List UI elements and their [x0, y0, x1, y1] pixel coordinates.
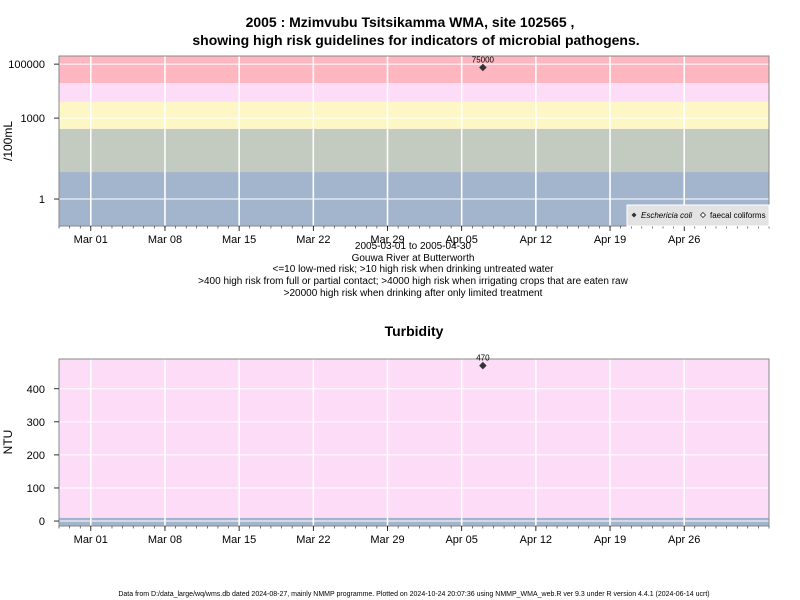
- note-risk-contact: >400 high risk from full or partial cont…: [198, 276, 628, 287]
- data-point-label: 470: [476, 354, 490, 363]
- x-tick-label: Mar 29: [370, 234, 404, 246]
- x-tick-label: Mar 22: [296, 234, 330, 246]
- x-tick-label: Mar 22: [296, 534, 330, 546]
- x-tick-label: Apr 26: [668, 234, 700, 246]
- microbial-x-axis: Mar 01 Mar 08 Mar 15 Mar 22 Mar 29 Apr 05 Apr …: [58, 226, 770, 246]
- x-tick-label: Apr 26: [668, 534, 700, 546]
- turbidity-gridlines: [59, 359, 769, 526]
- y-tick-label: 100: [27, 483, 45, 495]
- microbial-gridlines: [59, 56, 769, 226]
- microbial-notes: 2005-03-01 to 2005-04-30 Gouwa River at …: [198, 241, 628, 299]
- legend-ecoli-label: Eschericia coli: [641, 211, 692, 220]
- x-tick-label: Apr 12: [520, 534, 552, 546]
- x-tick-label: Mar 08: [148, 234, 182, 246]
- note-date-range: 2005-03-01 to 2005-04-30: [355, 241, 472, 252]
- turbidity-y-axis: 0 100 200 300 400: [27, 384, 59, 528]
- data-point-marker: [479, 361, 487, 370]
- y-tick-label: 200: [27, 450, 45, 462]
- risk-band-5: [59, 56, 769, 83]
- y-tick-label: 100000: [8, 59, 45, 71]
- legend-ecoli-marker: [631, 212, 637, 218]
- x-tick-label: Mar 01: [74, 234, 108, 246]
- y-tick-label: 300: [27, 417, 45, 429]
- y-tick-label: 400: [27, 384, 45, 396]
- y-tick-label: 1000: [21, 113, 45, 125]
- x-tick-label: Apr 19: [594, 234, 626, 246]
- microbial-y-axis: 100000 1000 1: [8, 59, 59, 206]
- microbial-legend: Eschericia coli faecal coliforms: [626, 204, 770, 227]
- x-tick-label: Mar 08: [148, 534, 182, 546]
- turbidity-x-axis: Mar 01 Mar 08 Mar 15 Mar 22 Mar 29 Apr 05 Apr …: [58, 526, 770, 546]
- x-tick-label: Apr 05: [445, 534, 477, 546]
- microbial-data-points: 75000: [472, 55, 495, 72]
- risk-band-4: [59, 82, 769, 102]
- y-tick-label: 1: [39, 194, 45, 206]
- risk-band-2: [59, 359, 769, 518]
- microbial-plot-frame: [58, 55, 770, 227]
- microbial-chart-title-line1: 2005 : Mzimvubu Tsitsikamma WMA, site 10…: [246, 14, 575, 30]
- x-tick-label: Mar 01: [74, 534, 108, 546]
- x-tick-label: Mar 15: [222, 234, 256, 246]
- risk-band-1: [59, 517, 769, 526]
- note-site-name: Gouwa River at Butterworth: [352, 253, 475, 264]
- x-tick-label: Apr 19: [594, 534, 626, 546]
- x-tick-label: Mar 29: [370, 534, 404, 546]
- turbidity-y-axis-label: NTU: [1, 430, 15, 455]
- data-point-label: 75000: [472, 55, 495, 64]
- microbial-y-axis-label: /100mL: [1, 121, 15, 161]
- legend-box: [626, 204, 770, 227]
- data-point-marker: [479, 63, 487, 72]
- risk-band-3: [59, 101, 769, 129]
- x-tick-label: Apr 12: [520, 234, 552, 246]
- note-risk-treatment: >20000 high risk when drinking after onl…: [284, 288, 543, 299]
- legend-faecal-label: faecal coliforms: [710, 211, 766, 220]
- turbidity-plot-frame: [58, 358, 770, 527]
- note-risk-drinking: <=10 low-med risk; >10 high risk when dr…: [273, 264, 555, 275]
- y-tick-label: 0: [39, 516, 45, 528]
- turbidity-bands: [59, 359, 769, 526]
- turbidity-data-points: 470: [476, 354, 490, 370]
- microbial-risk-bands: [59, 56, 769, 226]
- x-tick-label: Apr 05: [445, 234, 477, 246]
- risk-band-2: [59, 128, 769, 173]
- turbidity-chart-title: Turbidity: [385, 323, 444, 339]
- footer-source-note: Data from D:/data_large/wq/wms.db dated …: [118, 591, 709, 598]
- microbial-chart-title-line2: showing high risk guidelines for indicat…: [192, 32, 639, 48]
- x-tick-label: Mar 15: [222, 534, 256, 546]
- legend-faecal-marker: [699, 211, 707, 219]
